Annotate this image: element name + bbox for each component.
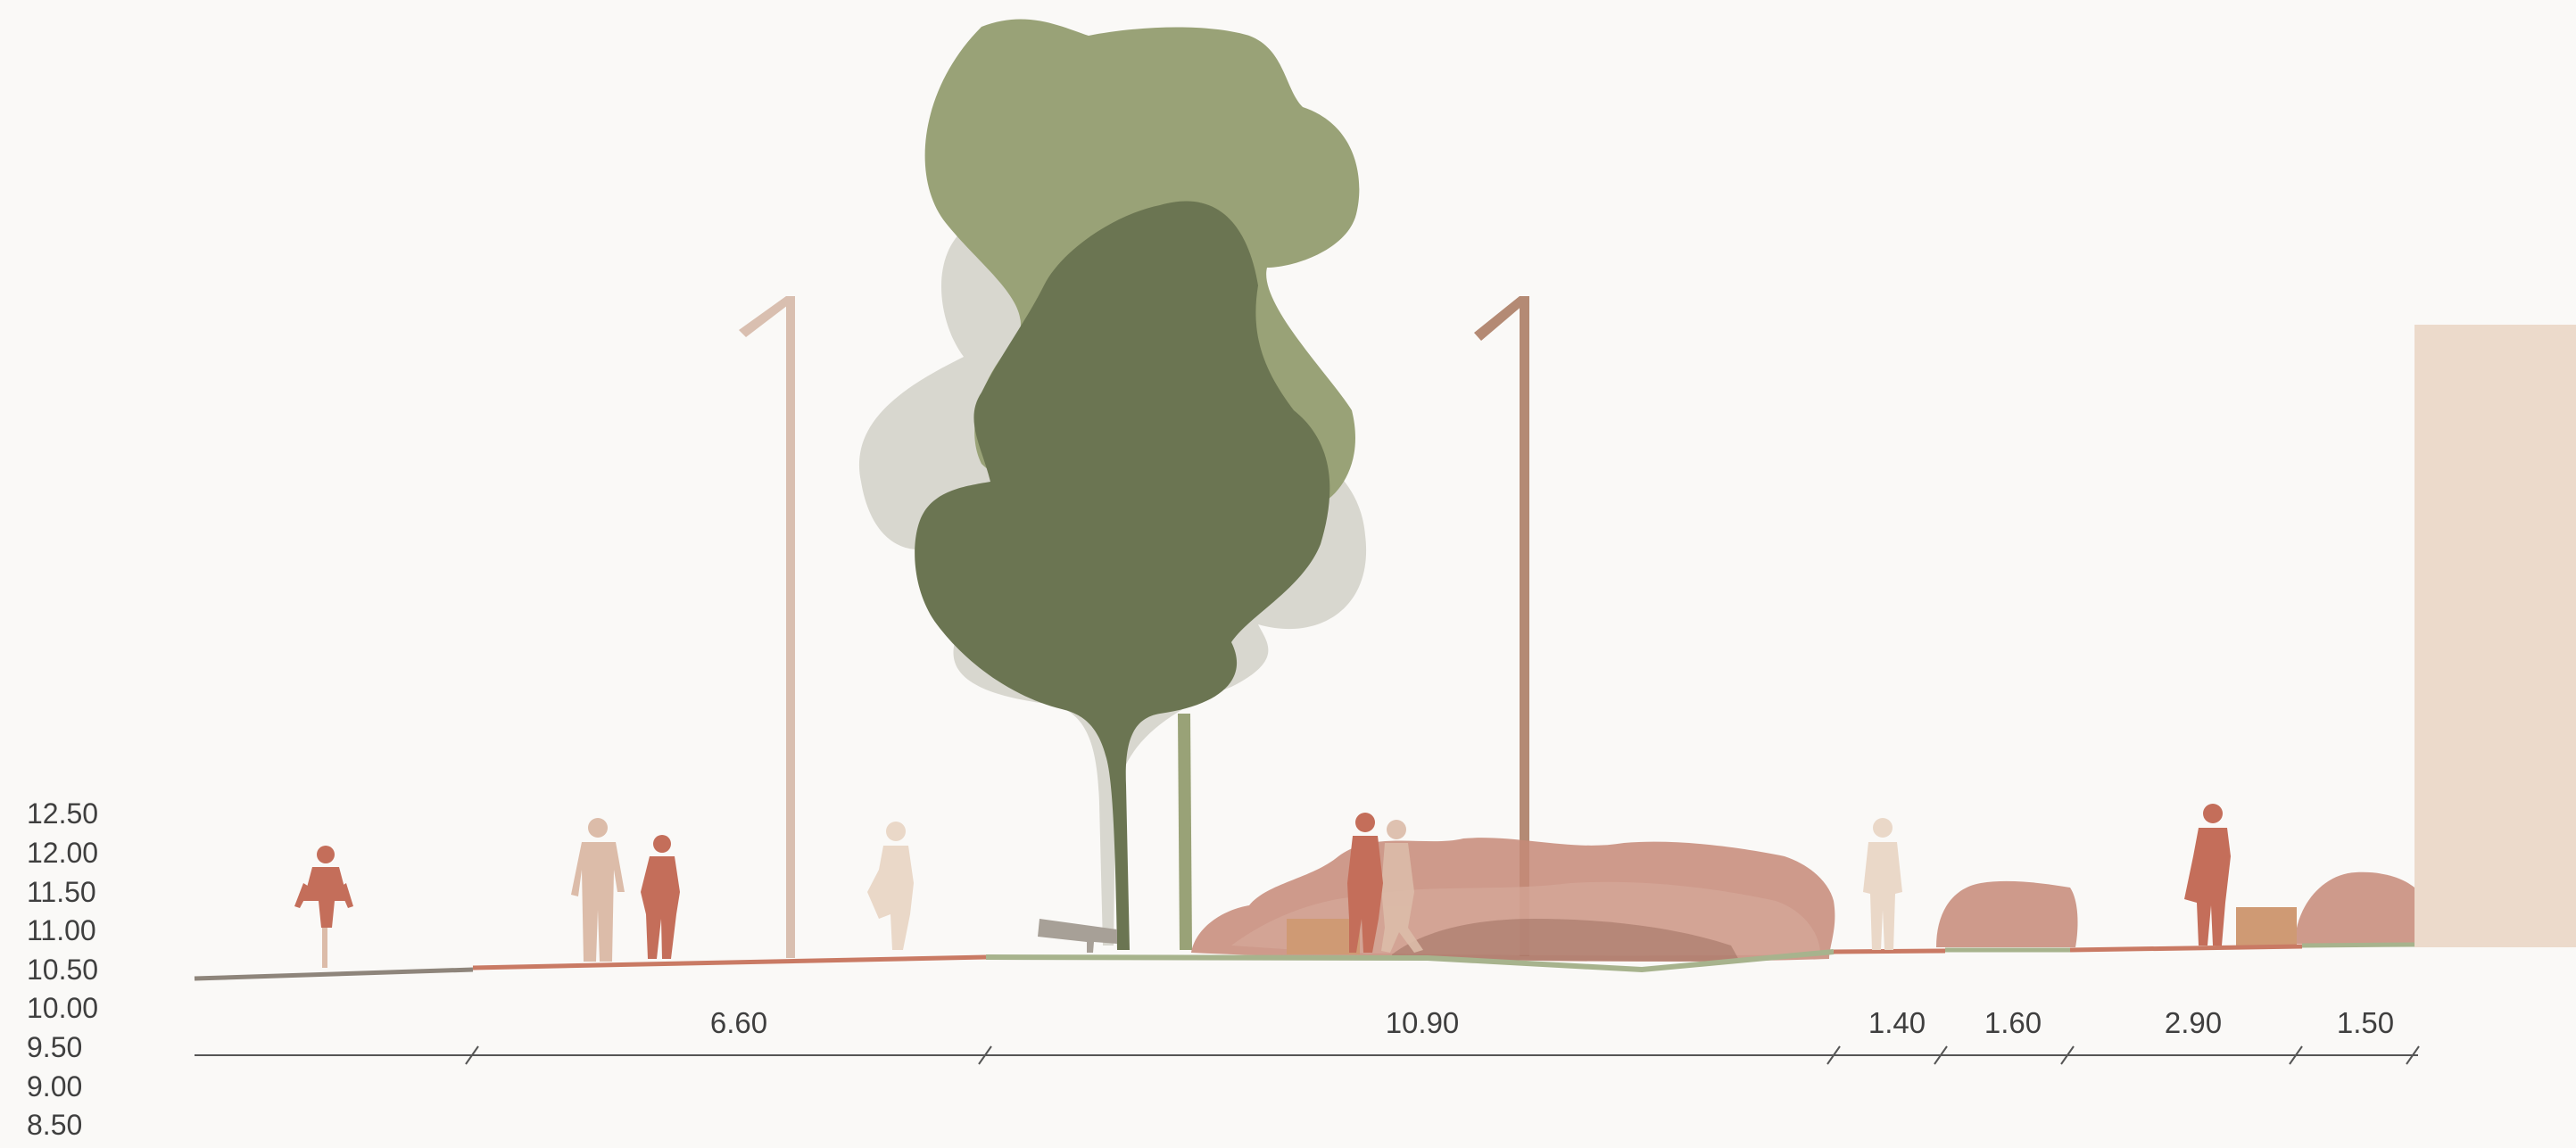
- dimension-label: 1.60: [1984, 1006, 2042, 1039]
- cyclist-icon: [294, 846, 353, 968]
- elevation-label: 8.50: [27, 1109, 82, 1141]
- pedestrian-icon: [1347, 813, 1423, 953]
- elevation-scale: 12.50 12.00 11.50 11.00 10.50 10.00 9.50…: [27, 797, 98, 1141]
- pedestrian-icon: [2184, 804, 2231, 946]
- tree-icon: [858, 19, 1367, 950]
- bench-icon: [2236, 907, 2297, 947]
- flower-bed-icon: [1936, 880, 2078, 947]
- couple-icon: [571, 818, 680, 962]
- building-wall-icon: [2414, 325, 2576, 947]
- elevation-label: 9.00: [27, 1070, 82, 1103]
- elevation-label: 10.00: [27, 992, 98, 1024]
- elevation-label: 10.50: [27, 954, 98, 986]
- dimension-label: 10.90: [1386, 1006, 1460, 1039]
- dimension-label: 1.40: [1868, 1006, 1926, 1039]
- pedestrian-icon: [1863, 818, 1902, 950]
- elevation-label: 9.50: [27, 1031, 82, 1063]
- dimension-line: [195, 1045, 2420, 1065]
- elevation-label: 12.00: [27, 837, 98, 869]
- bench-icon: [1038, 919, 1117, 953]
- dimension-label: 1.50: [2337, 1006, 2394, 1039]
- pedestrian-icon: [867, 822, 914, 950]
- elevation-label: 12.50: [27, 797, 98, 830]
- flower-bed-icon: [2295, 871, 2414, 944]
- dimension-label: 6.60: [710, 1006, 767, 1039]
- lamp-post-icon: [739, 296, 795, 958]
- elevation-label: 11.00: [27, 914, 96, 946]
- bench-icon: [1287, 919, 1360, 954]
- lamp-post-icon: [1474, 296, 1529, 956]
- ground-profile: [194, 942, 2415, 981]
- dimension-label: 2.90: [2165, 1006, 2222, 1039]
- elevation-label: 11.50: [27, 876, 96, 908]
